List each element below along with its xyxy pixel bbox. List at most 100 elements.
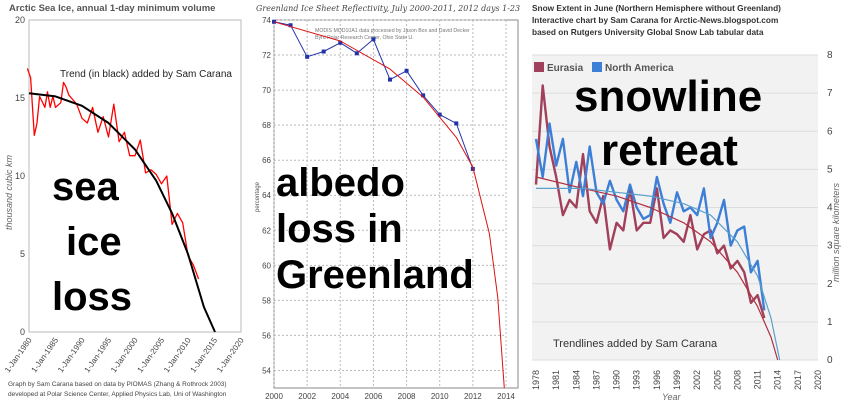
x-tick-label: 1993 bbox=[632, 370, 642, 390]
x-tick-label: 2008 bbox=[732, 370, 742, 390]
y-tick-label: 66 bbox=[262, 156, 271, 165]
chart-title: Greenland Ice Sheet Reflectivity, July 2… bbox=[256, 4, 520, 13]
data-point bbox=[272, 19, 276, 24]
y-tick-label: 10 bbox=[15, 171, 25, 181]
y-tick-label: 1 bbox=[827, 317, 833, 328]
series-line-0 bbox=[534, 84, 766, 319]
x-axis-label: Year bbox=[662, 392, 682, 402]
y-tick-label: 5 bbox=[827, 164, 833, 175]
y-axis-label: percentage bbox=[255, 181, 261, 212]
sea-ice-panel: Arctic Sea Ice, annual 1-day minimum vol… bbox=[0, 0, 248, 403]
data-point bbox=[404, 68, 409, 73]
data-note-2: Byrd Polar Research Center, Ohio State U… bbox=[315, 35, 414, 41]
x-tick-label: 2002 bbox=[298, 392, 316, 401]
y-tick-label: 64 bbox=[262, 191, 271, 200]
series-line-2 bbox=[535, 176, 779, 361]
data-point bbox=[321, 49, 326, 54]
y-ticks: 0 1 2 3 4 5 6 7 8 bbox=[827, 50, 833, 366]
x-tick-label: 2010 bbox=[431, 392, 449, 401]
series-line-0 bbox=[26, 68, 200, 280]
plot-frame bbox=[273, 19, 519, 389]
chart-subtitle-1: Interactive chart by Sam Carana for Arct… bbox=[532, 15, 778, 25]
y-tick-label: 70 bbox=[262, 86, 271, 95]
y-tick-label: 62 bbox=[262, 226, 271, 235]
overlay-word-albedo: albedo bbox=[276, 161, 405, 205]
x-tick-label: 1984 bbox=[571, 370, 581, 390]
x-tick-label: 2011 bbox=[753, 370, 763, 389]
y-tick-label: 3 bbox=[827, 241, 833, 252]
trend-annotation: Trend (in black) added by Sam Carana bbox=[60, 69, 232, 80]
y-tick-label: 5 bbox=[20, 249, 25, 259]
legend-label-eurasia: Eurasia bbox=[547, 63, 584, 74]
x-tick-label: 2004 bbox=[331, 392, 349, 401]
greenland-albedo-chart: Greenland Ice Sheet Reflectivity, July 2… bbox=[255, 4, 520, 401]
y-tick-label: 68 bbox=[262, 121, 271, 130]
sea-ice-chart: Arctic Sea Ice, annual 1-day minimum vol… bbox=[3, 3, 246, 398]
y-ticks: 54 56 58 60 62 64 66 68 70 72 74 bbox=[262, 16, 271, 375]
series-lines bbox=[534, 84, 781, 361]
overlay-word-sea: sea bbox=[52, 165, 119, 209]
data-point bbox=[371, 37, 376, 42]
y-tick-label: 20 bbox=[15, 15, 25, 25]
x-tick-label: 1990 bbox=[612, 370, 622, 390]
y-tick-label: 72 bbox=[262, 51, 271, 60]
data-point bbox=[454, 121, 459, 126]
y-tick-label: 15 bbox=[15, 93, 25, 103]
x-tick-label: 1981 bbox=[551, 370, 561, 390]
x-ticks: 2000 2002 2004 2006 2008 2010 2012 2014 bbox=[265, 392, 515, 401]
grid bbox=[273, 19, 507, 388]
series-line-1 bbox=[28, 92, 216, 333]
plot-frame bbox=[28, 19, 242, 333]
series-lines bbox=[272, 19, 505, 389]
overlay-word-retreat: retreat bbox=[601, 126, 738, 175]
data-point bbox=[305, 54, 310, 59]
trendline-annotation: Trendlines added by Sam Carana bbox=[553, 338, 718, 350]
x-tick-label: 2017 bbox=[793, 370, 803, 390]
data-point bbox=[388, 77, 392, 82]
data-point bbox=[338, 40, 343, 45]
x-tick-label: 1-Jan-2020 bbox=[215, 336, 246, 375]
overlay-word-ice: ice bbox=[66, 220, 122, 264]
overlay-word-loss-in: loss in bbox=[276, 207, 403, 251]
series-line-1 bbox=[534, 122, 766, 311]
data-point bbox=[437, 112, 442, 117]
series-line-1 bbox=[273, 21, 505, 389]
x-ticks: 1978 1981 1984 1987 1990 1993 1996 1999 2002 2005… bbox=[531, 370, 823, 390]
footer-line-1: Graph by Sam Carana based on data by PIO… bbox=[8, 381, 227, 388]
y-tick-label: 2 bbox=[827, 279, 833, 290]
y-tick-label: 60 bbox=[262, 261, 271, 270]
y-tick-label: 0 bbox=[20, 327, 25, 337]
y-tick-label: 4 bbox=[827, 203, 833, 214]
x-tick-label: 1987 bbox=[591, 370, 601, 390]
snow-extent-chart: Snow Extent in June (Northern Hemisphere… bbox=[531, 3, 841, 402]
y-ticks: 0 5 10 15 20 bbox=[15, 15, 25, 337]
x-tick-label: 2020 bbox=[813, 370, 823, 390]
series-line-3 bbox=[536, 187, 781, 361]
legend: Eurasia North America bbox=[534, 62, 674, 74]
x-tick-label: 1996 bbox=[652, 370, 662, 390]
data-point bbox=[288, 23, 293, 28]
snow-extent-panel: Snow Extent in June (Northern Hemisphere… bbox=[526, 0, 843, 403]
y-tick-label: 0 bbox=[827, 355, 833, 366]
y-tick-label: 54 bbox=[262, 366, 271, 375]
y-tick-label: 58 bbox=[262, 296, 271, 305]
series-lines bbox=[26, 68, 216, 333]
overlay-word-loss: loss bbox=[52, 275, 132, 319]
grid bbox=[532, 54, 818, 361]
x-ticks: 1-Jan-19801-Jan-19851-Jan-19901-Jan-1995… bbox=[3, 336, 246, 375]
legend-swatch-north-america bbox=[592, 62, 602, 72]
legend-swatch-eurasia bbox=[534, 62, 544, 72]
overlay-word-greenland: Greenland bbox=[276, 253, 474, 297]
y-axis-label: million square kilometers bbox=[831, 182, 841, 282]
y-tick-label: 6 bbox=[827, 126, 833, 137]
y-tick-label: 8 bbox=[827, 50, 833, 61]
overlay-word-snowline: snowline bbox=[574, 72, 762, 121]
x-tick-label: 2014 bbox=[497, 392, 515, 401]
chart-subtitle-2: based on Rutgers University Global Snow … bbox=[532, 27, 764, 37]
y-tick-label: 74 bbox=[262, 16, 271, 25]
x-tick-label: 2005 bbox=[712, 370, 722, 390]
greenland-albedo-panel: Greenland Ice Sheet Reflectivity, July 2… bbox=[251, 0, 523, 403]
x-tick-label: 2006 bbox=[365, 392, 383, 401]
data-point bbox=[354, 51, 359, 56]
legend-label-north-america: North America bbox=[605, 63, 674, 74]
